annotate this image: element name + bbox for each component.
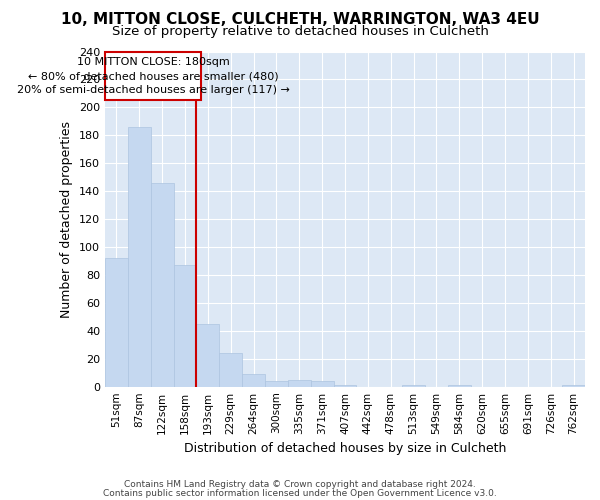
Bar [173,265,196,386]
Text: Size of property relative to detached houses in Culcheth: Size of property relative to detached ho… [112,25,488,38]
Text: Contains public sector information licensed under the Open Government Licence v3: Contains public sector information licen… [103,488,497,498]
Text: ← 80% of detached houses are smaller (480): ← 80% of detached houses are smaller (48… [28,71,278,81]
Y-axis label: Number of detached properties: Number of detached properties [60,120,73,318]
Text: 10, MITTON CLOSE, CULCHETH, WARRINGTON, WA3 4EU: 10, MITTON CLOSE, CULCHETH, WARRINGTON, … [61,12,539,28]
Bar [311,381,334,386]
X-axis label: Distribution of detached houses by size in Culcheth: Distribution of detached houses by size … [184,442,506,455]
Text: 10 MITTON CLOSE: 180sqm: 10 MITTON CLOSE: 180sqm [77,57,229,67]
Bar [242,374,265,386]
Bar [196,324,219,386]
Bar [128,127,151,386]
Bar [265,381,288,386]
Bar [105,258,128,386]
FancyBboxPatch shape [105,52,201,100]
Text: 20% of semi-detached houses are larger (117) →: 20% of semi-detached houses are larger (… [17,85,289,95]
Bar [151,183,173,386]
Bar [288,380,311,386]
Text: Contains HM Land Registry data © Crown copyright and database right 2024.: Contains HM Land Registry data © Crown c… [124,480,476,489]
Bar [219,353,242,386]
